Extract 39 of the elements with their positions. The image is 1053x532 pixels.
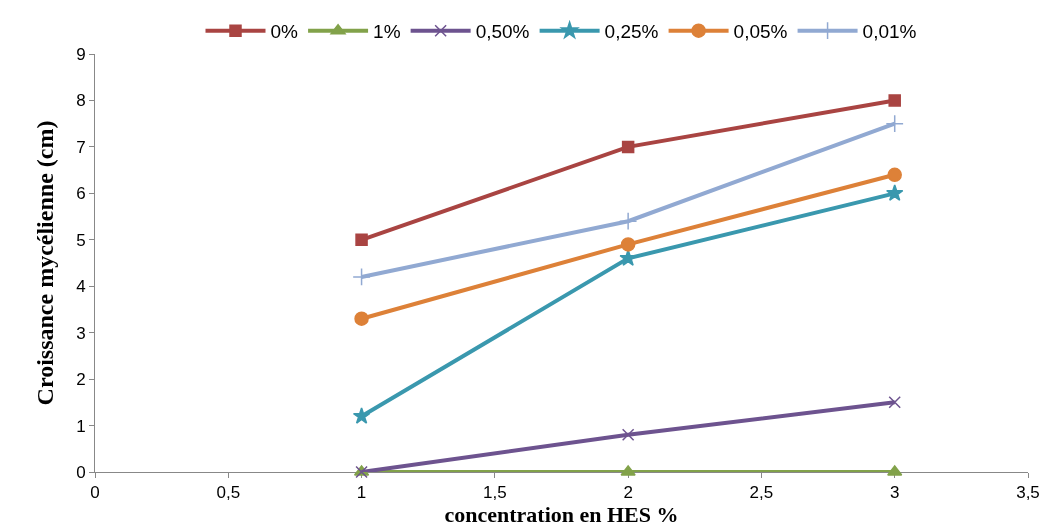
legend-label: 0,05% (733, 21, 788, 43)
point (618, 212, 638, 231)
legend-label: 0,25% (604, 21, 659, 43)
point (888, 94, 901, 107)
y-tick-label: 6 (76, 184, 86, 204)
point (352, 407, 371, 424)
point (352, 267, 371, 287)
y-tick-label: 4 (76, 277, 86, 297)
y-tick-label: 3 (76, 323, 86, 343)
y-tick-label: 8 (76, 91, 86, 111)
x-tick-label: 1,5 (483, 483, 507, 503)
point (621, 428, 635, 442)
legend-label: 0,50% (475, 21, 530, 43)
x-tick-label: 3 (889, 483, 900, 503)
x-tick-label: 2,5 (749, 483, 774, 503)
y-tick-label: 0 (76, 462, 86, 482)
y-tick-label: 5 (76, 230, 86, 250)
point (355, 233, 368, 247)
x-tick-label: 3,5 (1016, 483, 1040, 503)
legend-label: 0,01% (862, 21, 917, 43)
y-axis-title: Croissance mycélienne (cm) (32, 120, 59, 406)
y-tick-label: 1 (76, 416, 86, 436)
x-axis-title: concentration en HES % (444, 502, 679, 528)
point (621, 140, 635, 154)
point (620, 237, 636, 252)
x-tick-label: 0 (90, 483, 100, 503)
point (887, 167, 902, 182)
x-tick-label: 1 (356, 483, 367, 503)
y-tick-label: 7 (76, 137, 86, 157)
point (885, 114, 904, 133)
y-tick-label: 9 (76, 44, 86, 64)
y-tick-label: 2 (76, 370, 86, 390)
legend-label: 1% (373, 21, 401, 43)
point (885, 184, 904, 201)
legend-label: 0% (270, 21, 299, 43)
point (354, 311, 369, 326)
x-tick-label: 0,5 (216, 483, 241, 503)
x-tick-label: 2 (623, 483, 633, 503)
point (888, 396, 901, 409)
